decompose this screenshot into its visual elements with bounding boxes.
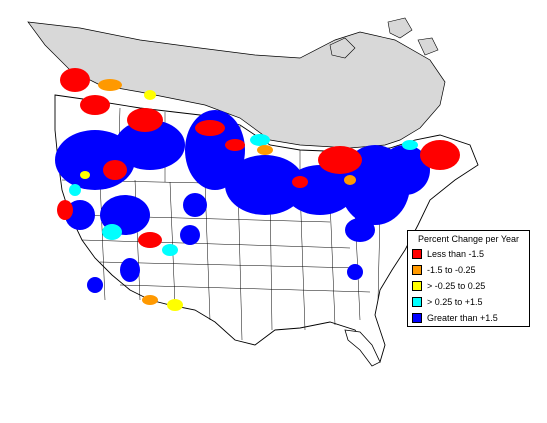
legend-swatch [412,249,422,259]
legend-item: Less than -1.5 [412,246,525,262]
legend: Percent Change per Year Less than -1.5 -1… [407,230,530,327]
legend-label: Greater than +1.5 [427,313,498,323]
legend-swatch [412,265,422,275]
legend-label: > 0.25 to +1.5 [427,297,483,307]
arctic-island [417,37,439,56]
legend-label: -1.5 to -0.25 [427,265,476,275]
trend-cyan-areas [69,134,418,256]
arctic-island [329,37,356,59]
legend-swatch [412,281,422,291]
trend-red-areas [57,68,460,248]
legend-swatch [412,297,422,307]
legend-item: -1.5 to -0.25 [412,262,525,278]
legend-item: Greater than +1.5 [412,310,525,326]
trend-orange-areas [98,79,356,305]
legend-item: > -0.25 to 0.25 [412,278,525,294]
legend-swatch [412,313,422,323]
arctic-island [387,17,413,39]
trend-yellow-areas [80,90,183,311]
legend-title: Percent Change per Year [417,234,520,244]
legend-label: > -0.25 to 0.25 [427,281,486,291]
florida-peninsula [344,329,381,367]
legend-item: > 0.25 to +1.5 [412,294,525,310]
legend-label: Less than -1.5 [427,249,485,259]
